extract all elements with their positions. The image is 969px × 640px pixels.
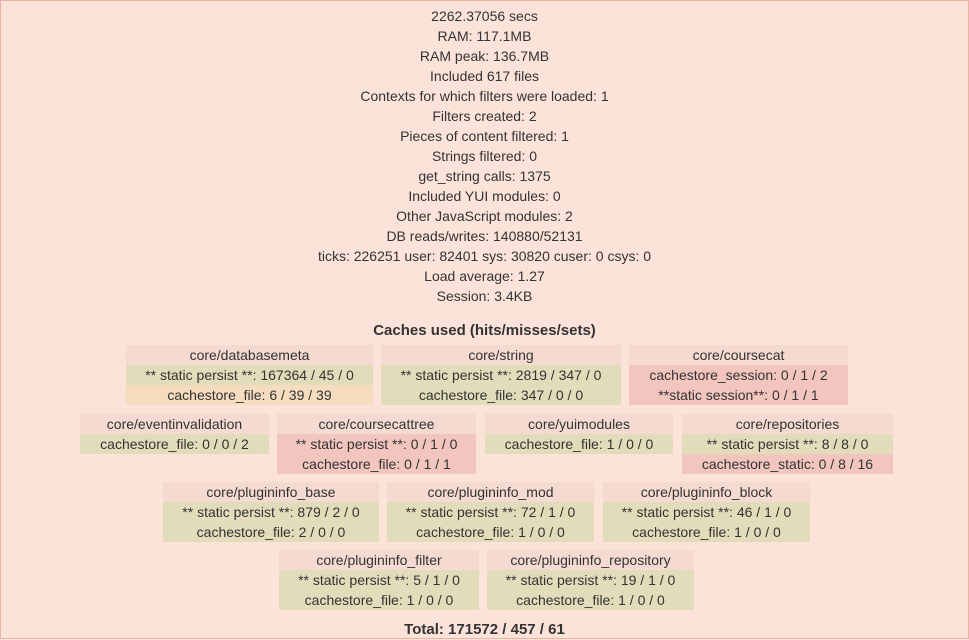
stat-ram-peak: RAM peak: 136.7MB xyxy=(419,48,550,64)
cache-coursecat: core/coursecat cachestore_session: 0 / 1… xyxy=(629,345,848,405)
stat-js-modules: Other JavaScript modules: 2 xyxy=(396,208,573,224)
cache-store-row: ** static persist **: 167364 / 45 / 0 xyxy=(126,365,373,385)
cache-plugininfo-mod: core/plugininfo_mod ** static persist **… xyxy=(387,482,594,542)
cache-store-row: ** static persist **: 879 / 2 / 0 xyxy=(163,502,379,522)
cache-name: core/plugininfo_mod xyxy=(387,482,594,502)
caches-heading: Caches used (hits/misses/sets) xyxy=(373,322,596,339)
cache-store-row: ** static persist **: 5 / 1 / 0 xyxy=(279,570,479,590)
cache-plugininfo-block: core/plugininfo_block ** static persist … xyxy=(603,482,810,542)
cache-name: core/coursecat xyxy=(629,345,848,365)
stat-yui-modules: Included YUI modules: 0 xyxy=(408,188,561,204)
cache-name: core/yuimodules xyxy=(485,414,673,434)
cache-store-row: cachestore_file: 0 / 1 / 1 xyxy=(277,454,476,474)
cache-name: core/repositories xyxy=(682,414,893,434)
stat-ram: RAM: 117.1MB xyxy=(437,28,532,44)
cache-name: core/eventinvalidation xyxy=(80,414,269,434)
stat-strings-filtered: Strings filtered: 0 xyxy=(431,148,538,164)
cache-store-row: cachestore_file: 0 / 0 / 2 xyxy=(80,434,269,454)
stat-filter-contexts: Contexts for which filters were loaded: … xyxy=(360,88,609,104)
cache-name: core/plugininfo_repository xyxy=(487,550,694,570)
stat-content-filtered: Pieces of content filtered: 1 xyxy=(400,128,569,144)
cache-plugininfo-repository: core/plugininfo_repository ** static per… xyxy=(487,550,694,610)
cache-store-row: cachestore_file: 347 / 0 / 0 xyxy=(381,385,621,405)
cache-store-row: ** static persist **: 8 / 8 / 0 xyxy=(682,434,893,454)
cache-store-row: ** static persist **: 2819 / 347 / 0 xyxy=(381,365,621,385)
stat-get-string-calls: get_string calls: 1375 xyxy=(418,168,551,184)
cache-store-row: cachestore_static: 0 / 8 / 16 xyxy=(682,454,893,474)
cache-name: core/plugininfo_base xyxy=(163,482,379,502)
cache-store-row: ** static persist **: 19 / 1 / 0 xyxy=(487,570,694,590)
cache-store-row: cachestore_file: 1 / 0 / 0 xyxy=(387,522,594,542)
cache-store-row: cachestore_file: 1 / 0 / 0 xyxy=(603,522,810,542)
cache-store-row: cachestore_file: 1 / 0 / 0 xyxy=(487,590,694,610)
cache-name: core/plugininfo_block xyxy=(603,482,810,502)
cache-store-row: ** static persist **: 0 / 1 / 0 xyxy=(277,434,476,454)
stat-session: Session: 3.4KB xyxy=(436,288,533,304)
stat-included-files: Included 617 files xyxy=(430,68,539,84)
cache-store-row: cachestore_file: 1 / 0 / 0 xyxy=(485,434,673,454)
cache-name: core/plugininfo_filter xyxy=(279,550,479,570)
cache-plugininfo-base: core/plugininfo_base ** static persist *… xyxy=(163,482,379,542)
cache-plugininfo-filter: core/plugininfo_filter ** static persist… xyxy=(279,550,479,610)
cache-name: core/string xyxy=(381,345,621,365)
stat-db-reads-writes: DB reads/writes: 140880/52131 xyxy=(386,228,583,244)
cache-string: core/string ** static persist **: 2819 /… xyxy=(381,345,621,405)
cache-total: Total: 171572 / 457 / 61 xyxy=(404,621,565,638)
cache-store-row: cachestore_file: 1 / 0 / 0 xyxy=(279,590,479,610)
cache-store-row: cachestore_file: 6 / 39 / 39 xyxy=(126,385,373,405)
stat-time: 2262.37056 secs xyxy=(431,8,538,24)
stat-load-average: Load average: 1.27 xyxy=(424,268,545,284)
cache-store-row: cachestore_file: 2 / 0 / 0 xyxy=(163,522,379,542)
cache-store-row: cachestore_session: 0 / 1 / 2 xyxy=(629,365,848,385)
cache-databasemeta: core/databasemeta ** static persist **: … xyxy=(126,345,373,405)
performance-info: 2262.37056 secs RAM: 117.1MB RAM peak: 1… xyxy=(0,6,969,306)
cache-coursecattree: core/coursecattree ** static persist **:… xyxy=(277,414,476,474)
stat-ticks: ticks: 226251 user: 82401 sys: 30820 cus… xyxy=(317,248,652,264)
cache-store-row: ** static persist **: 72 / 1 / 0 xyxy=(387,502,594,522)
cache-store-row: **static session**: 0 / 1 / 1 xyxy=(629,385,848,405)
cache-repositories: core/repositories ** static persist **: … xyxy=(682,414,893,474)
stat-filters-created: Filters created: 2 xyxy=(432,108,537,124)
cache-name: core/coursecattree xyxy=(277,414,476,434)
cache-eventinvalidation: core/eventinvalidation cachestore_file: … xyxy=(80,414,269,454)
cache-name: core/databasemeta xyxy=(126,345,373,365)
cache-yuimodules: core/yuimodules cachestore_file: 1 / 0 /… xyxy=(485,414,673,454)
cache-store-row: ** static persist **: 46 / 1 / 0 xyxy=(603,502,810,522)
